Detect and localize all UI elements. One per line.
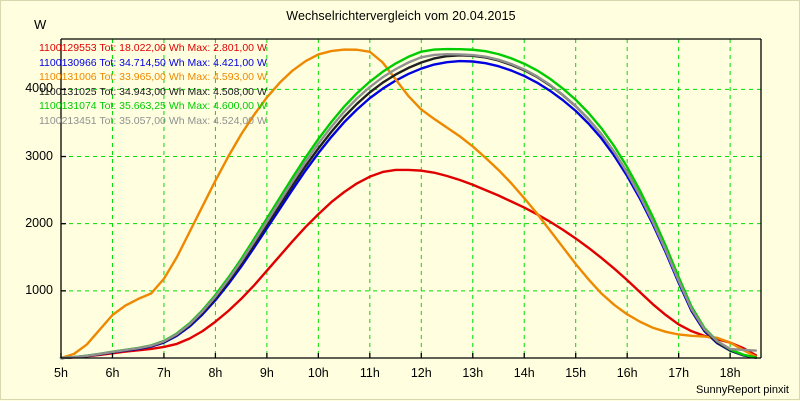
x-tick-label: 14h xyxy=(513,366,535,380)
x-tick-label: 5h xyxy=(54,366,68,380)
x-tick-label: 8h xyxy=(208,366,223,380)
x-tick-label: 6h xyxy=(105,366,120,380)
x-tick-label: 15h xyxy=(565,366,587,380)
footer-credit: SunnyReport pinxit xyxy=(696,384,789,396)
x-tick-label: 7h xyxy=(156,366,171,380)
x-tick-label: 11h xyxy=(359,366,380,380)
y-tick-label: 1000 xyxy=(25,282,53,297)
x-tick-label: 13h xyxy=(462,366,484,380)
x-tick-label: 18h xyxy=(719,366,741,380)
y-tick-label: 3000 xyxy=(25,148,53,163)
y-axis-unit-label: W xyxy=(34,17,47,32)
x-tick-label: 16h xyxy=(616,366,638,380)
y-tick-label: 4000 xyxy=(25,81,53,96)
x-tick-label: 10h xyxy=(307,366,329,380)
x-tick-label: 9h xyxy=(259,366,274,380)
chart-title: Wechselrichtervergleich vom 20.04.2015 xyxy=(286,9,516,23)
x-tick-label: 17h xyxy=(668,366,690,380)
x-tick-label: 12h xyxy=(410,366,432,380)
y-tick-label: 2000 xyxy=(25,215,53,230)
